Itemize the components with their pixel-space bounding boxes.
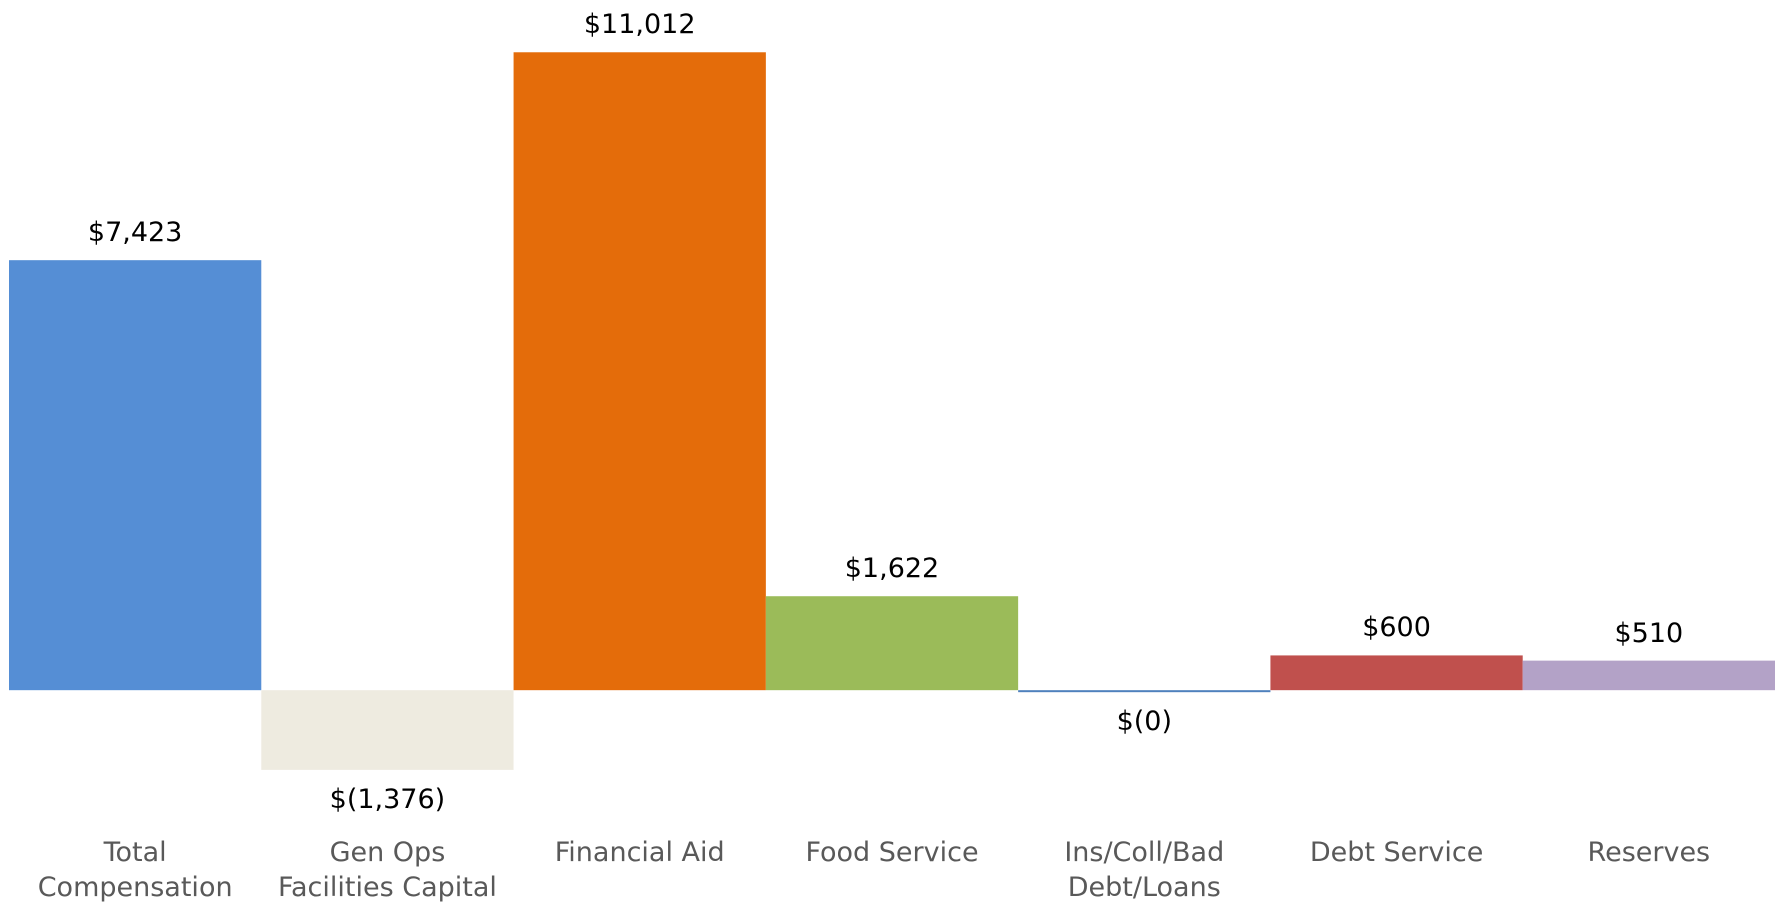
- value-label: $600: [1362, 612, 1431, 644]
- x-tick-label: Total Compensation: [37, 837, 233, 903]
- bar: [1018, 690, 1271, 693]
- x-tick-label: Ins/Coll/Bad Debt/Loans: [1064, 837, 1225, 903]
- x-tick-label: Financial Aid: [554, 837, 725, 868]
- bar: [1270, 655, 1523, 691]
- x-tick-label: Debt Service: [1309, 837, 1484, 868]
- x-tick-label: Gen Ops Facilities Capital: [277, 837, 497, 903]
- bar: [9, 260, 262, 691]
- bar: [513, 52, 766, 691]
- value-label: $11,012: [583, 9, 696, 41]
- bar: [261, 690, 514, 770]
- bar: [1522, 660, 1775, 691]
- value-label: $510: [1614, 617, 1684, 649]
- x-tick-label: Food Service: [805, 837, 979, 868]
- value-label: $1,622: [844, 553, 940, 585]
- value-label: $7,423: [87, 217, 183, 249]
- bar: [765, 596, 1019, 691]
- value-label: $(1,376): [329, 783, 446, 815]
- x-tick-label: Reserves: [1587, 837, 1711, 868]
- value-label: $(0): [1116, 706, 1172, 738]
